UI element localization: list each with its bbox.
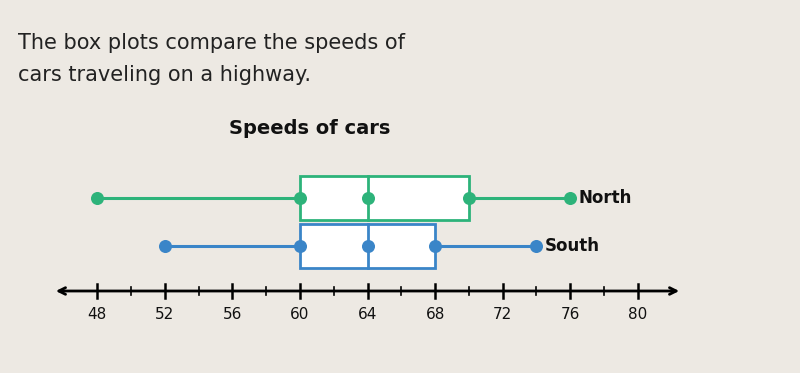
Text: 52: 52 <box>155 307 174 322</box>
Text: 64: 64 <box>358 307 377 322</box>
Point <box>361 243 374 249</box>
Text: South: South <box>545 237 599 255</box>
Point <box>564 195 577 201</box>
Text: 56: 56 <box>222 307 242 322</box>
Point <box>429 243 442 249</box>
Text: 48: 48 <box>88 307 107 322</box>
Point <box>462 195 475 201</box>
Text: 60: 60 <box>290 307 310 322</box>
Text: Speeds of cars: Speeds of cars <box>230 119 390 138</box>
Text: 72: 72 <box>493 307 512 322</box>
Text: North: North <box>578 189 631 207</box>
Bar <box>300 224 435 268</box>
Point <box>294 195 306 201</box>
Point <box>530 243 543 249</box>
Point <box>91 195 104 201</box>
Text: 80: 80 <box>628 307 647 322</box>
Text: The box plots compare the speeds of: The box plots compare the speeds of <box>18 33 405 53</box>
Point <box>158 243 171 249</box>
Text: 68: 68 <box>426 307 445 322</box>
Text: 76: 76 <box>561 307 580 322</box>
Point <box>294 243 306 249</box>
Text: cars traveling on a highway.: cars traveling on a highway. <box>18 65 311 85</box>
Point <box>361 195 374 201</box>
Bar <box>300 176 469 220</box>
